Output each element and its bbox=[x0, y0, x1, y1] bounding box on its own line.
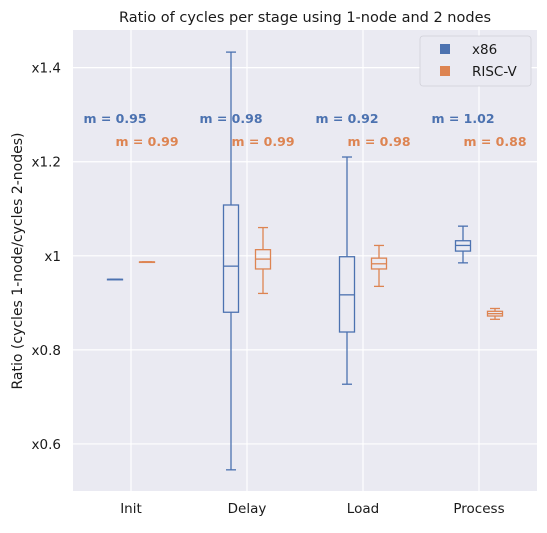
mean-annotation: m = 0.99 bbox=[231, 134, 294, 149]
y-tick-label: x0.8 bbox=[32, 343, 61, 359]
legend-label: x86 bbox=[472, 42, 497, 58]
x-tick-label: Init bbox=[120, 501, 142, 517]
mean-annotation: m = 0.92 bbox=[315, 111, 378, 126]
chart-title: Ratio of cycles per stage using 1-node a… bbox=[119, 10, 491, 26]
x-tick-label: Load bbox=[347, 501, 379, 517]
mean-annotation: m = 0.99 bbox=[115, 134, 178, 149]
mean-annotation: m = 1.02 bbox=[431, 111, 494, 126]
y-tick-label: x1.2 bbox=[32, 155, 61, 171]
legend-marker bbox=[440, 44, 450, 54]
legend-marker bbox=[440, 66, 450, 76]
legend-label: RISC-V bbox=[472, 64, 517, 80]
mean-annotation: m = 0.95 bbox=[83, 111, 146, 126]
plot-area bbox=[73, 30, 537, 491]
mean-annotation: m = 0.98 bbox=[199, 111, 262, 126]
y-axis-label: Ratio (cycles 1-node/cycles 2-nodes) bbox=[10, 133, 26, 390]
y-tick-label: x0.6 bbox=[32, 437, 61, 453]
mean-annotation: m = 0.88 bbox=[463, 134, 526, 149]
mean-annotation: m = 0.98 bbox=[347, 134, 410, 149]
x-tick-label: Process bbox=[453, 501, 504, 517]
y-tick-label: x1.4 bbox=[32, 61, 61, 77]
box bbox=[222, 204, 240, 313]
x-tick-label: Delay bbox=[228, 501, 267, 517]
y-tick-label: x1 bbox=[44, 249, 61, 265]
